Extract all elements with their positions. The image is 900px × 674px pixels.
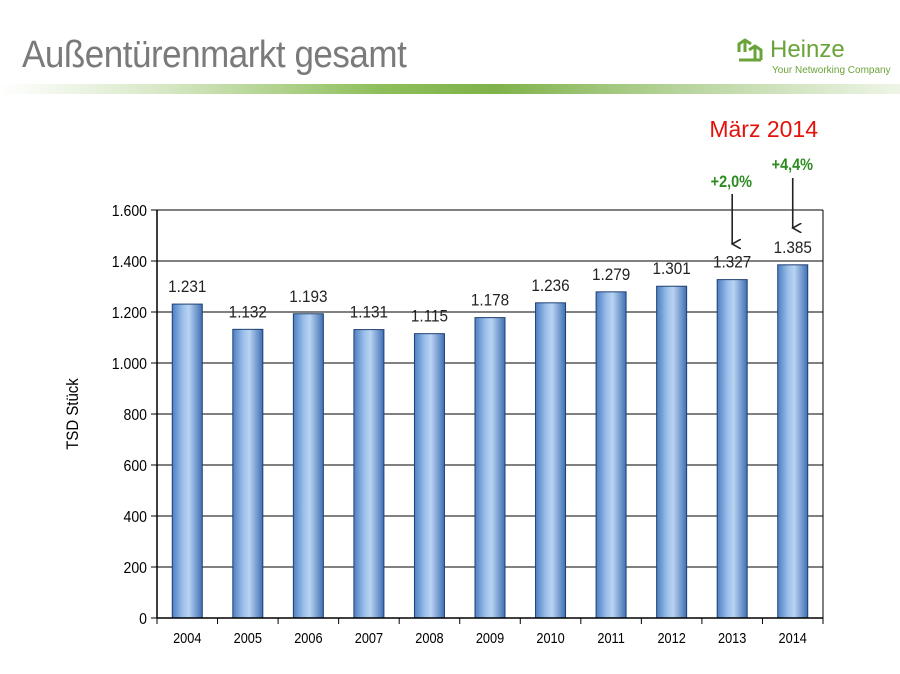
y-tick-label: 800 [124, 406, 147, 424]
bar [413, 333, 445, 619]
logo-tagline: Your Networking Company [772, 65, 891, 76]
x-tick-label: 2006 [294, 629, 323, 646]
data-label: 1.132 [229, 303, 267, 322]
data-label: 1.131 [350, 303, 388, 322]
x-tick-label: 2008 [415, 629, 444, 646]
bar [474, 317, 506, 619]
x-tick-label: 2012 [657, 629, 686, 646]
y-tick-label: 0 [139, 610, 147, 628]
bar [353, 329, 385, 619]
data-label: 1.231 [168, 277, 206, 296]
x-tick-label: 2013 [718, 629, 747, 646]
data-label: 1.327 [713, 253, 751, 272]
logo-name: Heinze [770, 36, 845, 63]
page-title: Außentürenmarkt gesamt [22, 34, 407, 76]
y-tick-label: 600 [124, 457, 147, 475]
date-label: März 2014 [709, 116, 818, 142]
x-tick-label: 2014 [779, 629, 808, 646]
bar [171, 303, 203, 619]
y-tick-label: 1.600 [112, 202, 147, 220]
growth-arrows [732, 178, 793, 244]
bar [292, 313, 324, 619]
bar [232, 328, 264, 619]
title-divider [0, 84, 900, 94]
data-label: 1.193 [289, 287, 327, 306]
x-tick-label: 2005 [234, 629, 263, 646]
y-tick-label: 400 [124, 508, 147, 526]
growth-label-2014: +4,4% [771, 155, 814, 174]
bar [535, 302, 567, 619]
y-axis-title: TSD Stück [64, 377, 82, 449]
x-tick-label: 2007 [355, 629, 384, 646]
axes [151, 209, 824, 624]
bars [171, 264, 809, 619]
data-label: 1.115 [411, 307, 448, 326]
growth-label-2013: +2,0% [710, 172, 753, 191]
bar [656, 285, 688, 619]
x-tick-label: 2010 [536, 629, 565, 646]
data-label: 1.178 [471, 291, 509, 310]
bar [716, 279, 748, 619]
y-tick-label: 1.400 [112, 253, 147, 271]
data-label: 1.385 [774, 238, 812, 257]
data-label: 1.279 [592, 265, 630, 284]
bar [777, 264, 809, 619]
y-tick-label: 1.000 [112, 355, 147, 373]
data-label: 1.301 [653, 260, 691, 279]
y-tick-label: 1.200 [112, 304, 147, 322]
x-tick-label: 2004 [173, 629, 202, 646]
y-tick-label: 200 [124, 559, 147, 577]
heinze-logo-icon [737, 38, 763, 62]
data-label: 1.236 [531, 276, 569, 295]
heinze-logo: Heinze Your Networking Company [736, 36, 896, 80]
bar [595, 291, 627, 619]
x-tick-label: 2011 [597, 629, 625, 646]
x-tick-label: 2009 [476, 629, 505, 646]
labels: 0 200 400 600 800 1.000 1.200 1.400 1.600 1.231 20… [64, 202, 812, 646]
